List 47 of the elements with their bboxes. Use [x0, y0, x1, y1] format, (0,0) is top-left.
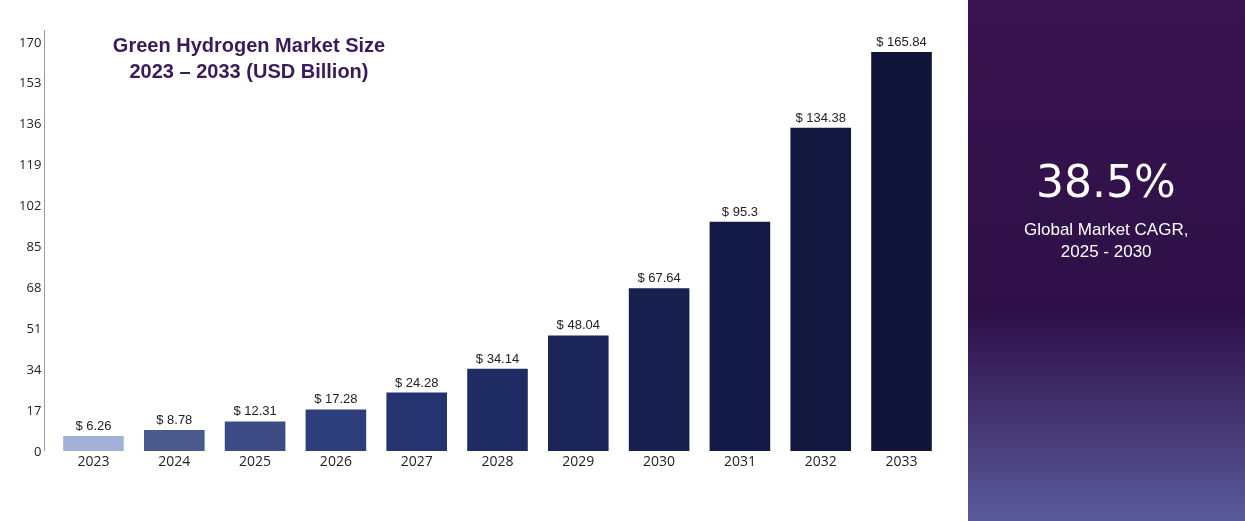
data-label: $ 17.28 — [314, 391, 358, 407]
y-tick-label: 51 — [26, 318, 42, 337]
x-tick-label: 2033 — [885, 451, 918, 470]
text: Green Hydrogen Market Size 2023 – 2033 (USD Billion) — [112, 34, 386, 83]
data-label: $ 8.78 — [156, 411, 193, 427]
x-tick-label: 2027 — [400, 451, 433, 470]
x-tick-label: 2024 — [158, 451, 191, 470]
bar — [467, 368, 528, 451]
x-tick-label: 2026 — [319, 451, 352, 470]
x-tick-label: 2030 — [643, 451, 676, 470]
x-tick-label: 2023 — [77, 451, 110, 470]
text: 38.5% — [1036, 156, 1176, 207]
bar — [871, 52, 932, 451]
x-tick-label: 2025 — [239, 451, 272, 470]
x-tick-label: 2031 — [723, 451, 756, 470]
bar — [224, 421, 286, 451]
y-tick-label: 85 — [26, 237, 42, 256]
data-label: $ 48.04 — [556, 317, 600, 333]
data-label: $ 6.26 — [75, 417, 112, 433]
data-label: $ 95.3 — [721, 203, 758, 219]
y-tick-label: 136 — [19, 114, 42, 133]
bar — [63, 435, 124, 451]
bar — [548, 335, 609, 451]
x-tick-label: 2029 — [562, 451, 595, 470]
text: Global Market CAGR, 2025 - 2030 — [1024, 220, 1189, 262]
y-tick-label: 34 — [26, 359, 42, 378]
y-tick-label: 153 — [19, 73, 42, 92]
y-tick-label: 17 — [26, 400, 42, 419]
y-tick-label: 68 — [26, 277, 42, 296]
data-label: $ 24.28 — [395, 374, 439, 390]
data-label: $ 67.64 — [637, 270, 681, 286]
x-tick-label: 2032 — [804, 451, 837, 470]
bar — [143, 429, 205, 451]
bar — [386, 392, 447, 451]
bar — [790, 127, 852, 451]
bar — [628, 288, 690, 451]
x-tick-label: 2028 — [481, 451, 514, 470]
data-label: $ 34.14 — [475, 350, 520, 366]
data-label: $ 134.38 — [795, 109, 847, 125]
data-label: $ 165.84 — [876, 34, 927, 50]
y-tick-label: 0 — [33, 441, 42, 460]
y-tick-label: 102 — [19, 196, 42, 215]
bar — [709, 221, 771, 451]
y-tick-label: 170 — [19, 32, 42, 51]
data-label: $ 12.31 — [233, 403, 277, 419]
bar — [305, 409, 367, 451]
y-tick-label: 119 — [19, 155, 42, 174]
